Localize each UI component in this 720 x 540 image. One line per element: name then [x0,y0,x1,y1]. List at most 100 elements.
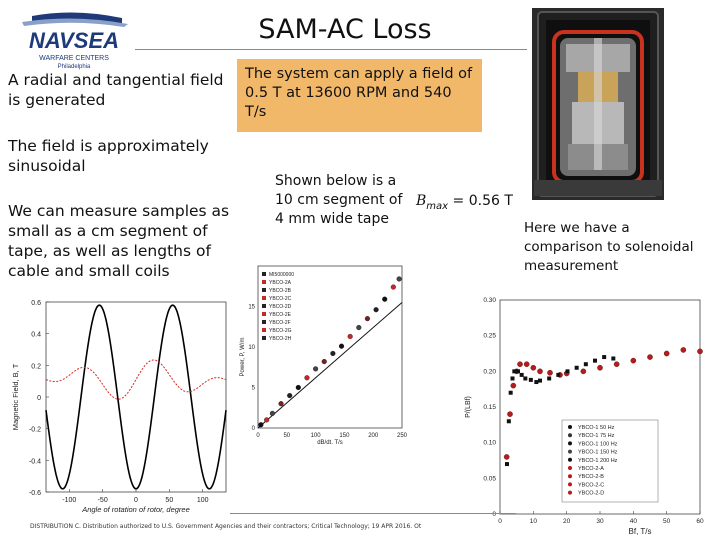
y-tick-label: 0.4 [31,332,41,339]
legend-marker [262,336,266,340]
data-point-red [613,361,620,367]
y-tick-label: 0.15 [483,404,496,411]
y-tick-label: 0 [252,426,256,432]
legend-label: YBCO-1 150 Hz [578,450,618,456]
legend-label: YBCO-2D [269,304,292,310]
x-tick-label: -50 [98,497,108,504]
y-tick-label: 10 [248,345,255,351]
x-tick-label: 50 [165,497,173,504]
legend-label: YBCO-1 100 Hz [578,441,618,447]
data-point [364,316,370,322]
data-point-red [697,348,703,355]
x-tick-label: 100 [311,433,322,439]
x-axis-label: Bf, T/s [629,527,652,536]
x-tick-label: 50 [283,433,290,439]
y-tick-label: 0.2 [31,363,41,370]
data-point-red [530,364,537,371]
data-point-red [597,364,603,371]
logo-sub: WARFARE CENTERS [39,55,109,62]
legend-marker [262,296,266,300]
data-point-red [630,357,637,364]
legend-label: YBCO-2G [269,328,292,334]
data-point-black [593,358,597,363]
data-point-red [580,368,587,375]
legend-label: YBCO-2F [269,320,291,326]
data-point-red [647,354,653,360]
data-point [313,366,319,372]
x-tick-label: 0 [134,497,138,504]
bmax-subscript: max [426,200,449,212]
x-axis-label: dB/dt, T/s [317,440,343,444]
legend-marker [568,433,572,438]
data-point [321,359,327,365]
data-point-red [537,368,543,375]
navsea-logo: NAVSEA WARFARE CENTERS Philadelphia [22,12,128,70]
y-tick-label: 0.20 [483,368,496,375]
y-tick-label: 0 [37,395,41,402]
bmax-symbol: B [416,193,427,209]
data-point-black [506,419,511,424]
field-angle-chart: 0.6 0.4 0.2 0 -0.2 -0.4 -0.6 -100 -50 0 50 100 Angle… [11,300,227,514]
data-point-black [505,462,509,467]
logo-location: Philadelphia [58,64,91,70]
data-point-black [574,365,579,370]
y-axis-label: Magnetic Field, B, T [11,363,20,430]
data-point-black [565,369,570,374]
legend-marker [568,490,572,495]
data-point [338,343,345,349]
data-point [356,325,362,331]
legend-marker [568,425,572,429]
legend-marker [262,328,266,332]
x-tick-label: 60 [696,518,704,525]
legend-marker [568,441,572,446]
data-point-red [517,361,523,367]
logo-wordmark: NAVSEA [29,28,119,53]
data-point-black [528,377,533,382]
legend-marker [568,449,572,454]
y-axis-label: P/(LBf) [465,396,472,418]
legend-label: YBCO-1 75 Hz [578,433,615,439]
plot-frame [257,265,403,429]
data-point [396,276,402,282]
tape-sample-note: Shown below is a 10 cm segment of 4 mm w… [275,173,403,227]
data-point-red [523,361,530,367]
y-tick-label: 0 [492,511,496,518]
data-point-black [556,372,561,377]
data-point-black [611,356,616,361]
x-tick-label: 30 [596,518,604,525]
x-tick-label: 20 [563,518,571,525]
data-point-red [507,411,513,417]
bmax-number: = 0.56 T [452,193,513,209]
fit-line [257,302,403,429]
x-tick-label: 200 [368,433,379,439]
legend-box [561,419,659,503]
tangential-field-series [45,359,227,400]
y-tick-label: 0.6 [31,300,41,307]
data-point [382,296,388,302]
legend-marker [262,288,266,292]
data-point-black [508,390,513,395]
legend-label: YBCO-2-A [578,466,604,472]
x-tick-label: -100 [62,497,76,504]
y-tick-label: 0.30 [483,297,496,304]
data-point [330,350,336,357]
legend-marker [262,304,266,308]
data-point-red [663,350,670,357]
legend-marker [568,466,572,470]
system-capability-callout: The system can apply a field of 0.5 T at… [237,59,482,132]
legend-label: MI5000000 [269,272,294,278]
data-point-black [512,369,517,374]
distribution-footer: DISTRIBUTION C. Distribution authorized … [30,523,422,530]
legend-marker [568,474,572,479]
data-point-red [680,347,687,353]
y-tick-label: -0.2 [29,427,41,434]
bmax-value: Bmax = 0.56 T [416,193,513,212]
y-tick-label: -0.4 [29,458,41,465]
apparatus-photo [532,8,664,200]
bullet-sample-sizes: We can measure samples as small as a cm … [8,202,230,280]
data-point-black [602,355,607,360]
field-angle-plot-area: 0.6 0.4 0.2 0 -0.2 -0.4 -0.6 -100 -50 0 50 100 Angle… [11,300,227,514]
legend-label: YBCO-2C [269,296,292,302]
legend-marker [568,457,572,462]
y-tick-label: -0.6 [29,490,41,497]
